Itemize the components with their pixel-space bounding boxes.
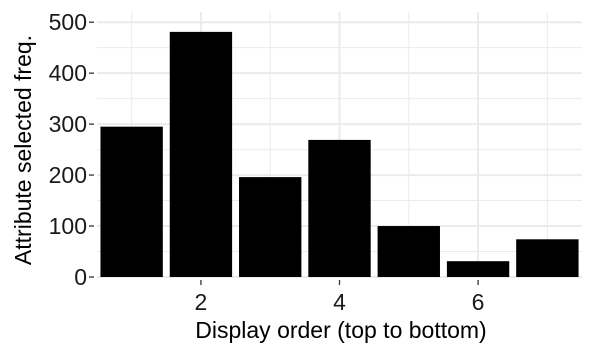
bar [169,31,233,277]
bars [100,31,579,278]
bar [308,139,371,277]
bar [100,126,163,278]
x-axis: 2 4 6 [195,280,485,315]
x-axis-title: Display order (top to bottom) [195,317,486,343]
y-tick-label: 400 [49,60,87,86]
y-tick-label: 500 [49,9,87,35]
bar [239,177,302,277]
y-tick-label: 0 [74,264,87,290]
x-tick-label: 2 [195,289,208,315]
bar [377,226,440,277]
y-tick-label: 300 [49,111,87,137]
x-tick-label: 4 [333,289,346,315]
bar [516,239,579,277]
y-axis-title: Attribute selected freq. [10,35,36,265]
y-tick-label: 200 [49,162,87,188]
bar [446,261,510,277]
x-tick-label: 6 [472,289,485,315]
y-axis: 0 100 200 300 400 500 [49,9,94,290]
y-tick-label: 100 [49,213,87,239]
